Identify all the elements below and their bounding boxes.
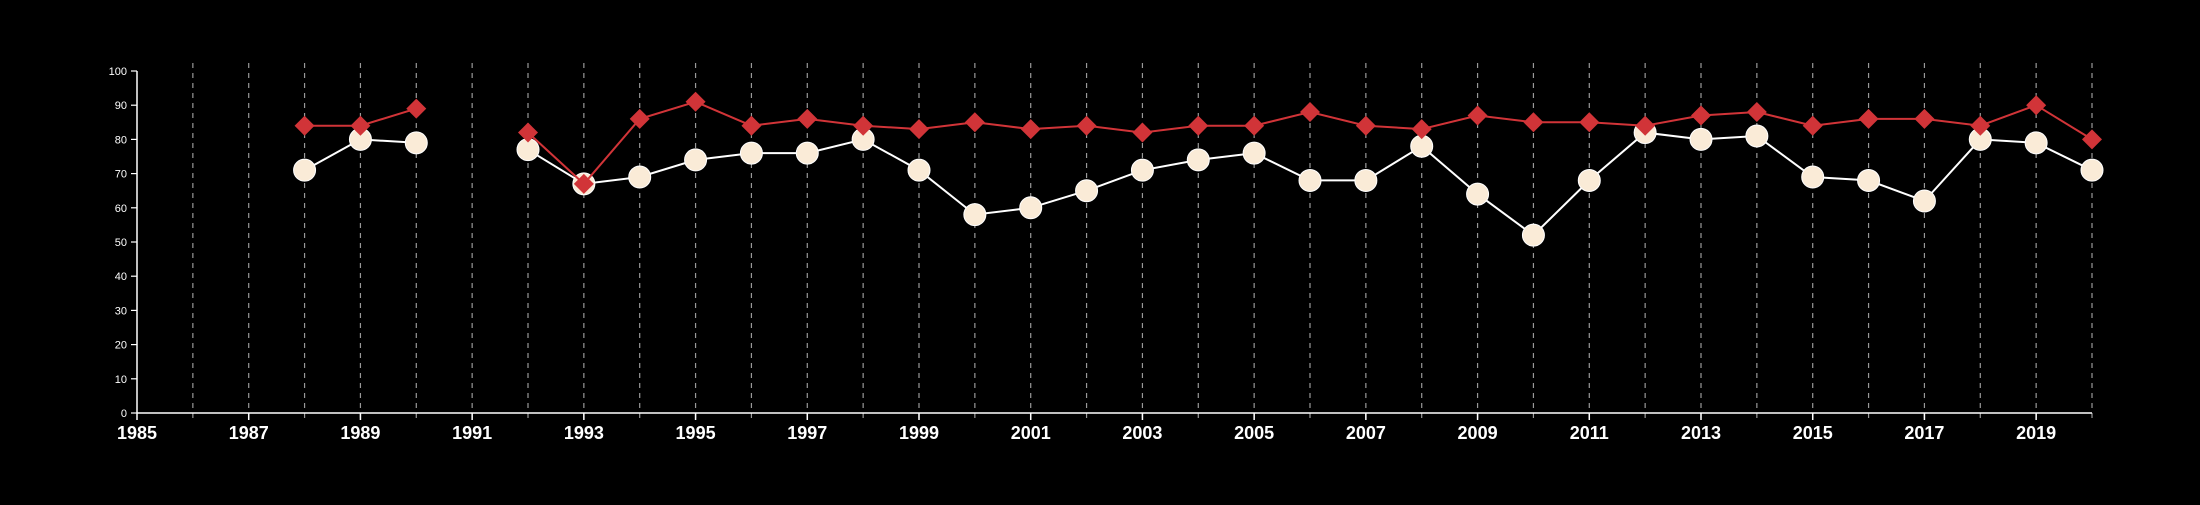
series-2-point-2001 [1019,196,1043,220]
series-2-point-2020 [2080,158,2104,182]
series-1-point-2004 [1188,115,1209,136]
series-2 [293,121,2104,247]
y-tick-label-0: 0 [121,408,127,420]
y-tick-label-30: 30 [115,305,127,317]
x-tick-label-1995: 1995 [676,423,716,443]
series-1-point-2017 [1914,108,1935,129]
series-2-point-2007 [1354,168,1378,192]
series-1-point-2007 [1355,115,1376,136]
series-1-point-1993 [573,173,594,194]
series-1-point-2005 [1244,115,1265,136]
series-2-point-2009 [1466,182,1490,206]
series-2-point-2014 [1745,124,1769,148]
series-2-point-2011 [1577,168,1601,192]
y-tick-label-60: 60 [115,203,127,215]
series-1-point-1994 [629,108,650,129]
x-tick-label-2001: 2001 [1011,423,1051,443]
series-2-point-2005 [1242,141,1266,165]
y-tick-label-70: 70 [115,169,127,181]
y-tick-label-10: 10 [115,374,127,386]
series-2-point-1996 [739,141,763,165]
series-1-point-1996 [741,115,762,136]
series-1-point-2001 [1020,119,1041,140]
series-2-point-1994 [628,165,652,189]
series-2-point-2019 [2024,131,2048,155]
series-1-point-2016 [1858,108,1879,129]
series-2-point-2016 [1857,168,1881,192]
series-2-point-1995 [684,148,708,172]
y-tick-label-90: 90 [115,100,127,112]
y-tick-label-100: 100 [109,66,127,78]
series-1-point-2000 [964,112,985,133]
x-tick-label-2015: 2015 [1793,423,1833,443]
series-2-point-2002 [1075,179,1099,203]
series-1-point-1995 [685,91,706,112]
series-1-point-2002 [1076,115,1097,136]
series-1-point-2015 [1802,115,1823,136]
y-tick-label-40: 40 [115,271,127,283]
series-1-point-1989 [350,115,371,136]
series-1-point-2010 [1523,112,1544,133]
series-2-point-2006 [1298,168,1322,192]
x-tick-label-2007: 2007 [1346,423,1386,443]
x-tick-label-1997: 1997 [787,423,827,443]
series-2-point-1990 [404,131,428,155]
series-1-point-2019 [2026,95,2047,116]
series-1-point-2018 [1970,115,1991,136]
series-1-point-1998 [853,115,874,136]
series-2-point-2010 [1521,223,1545,247]
series-1-point-1997 [797,108,818,129]
x-tick-label-1991: 1991 [452,423,492,443]
data-series [293,91,2104,247]
x-tick-label-2005: 2005 [1234,423,1274,443]
x-tick-label-2003: 2003 [1122,423,1162,443]
x-tick-label-1985: 1985 [117,423,157,443]
series-2-point-2017 [1912,189,1936,213]
x-tick-label-2019: 2019 [2016,423,2056,443]
series-1-point-2020 [2082,129,2102,150]
x-tick-label-2009: 2009 [1458,423,1498,443]
x-tick-label-2017: 2017 [1904,423,1944,443]
x-tick-label-1987: 1987 [229,423,269,443]
series-1-point-2008 [1411,119,1432,140]
series-2-point-2015 [1801,165,1825,189]
series-1-point-1990 [406,98,427,119]
series-2-point-2013 [1689,127,1713,151]
x-tick-label-1999: 1999 [899,423,939,443]
series-1-point-1988 [294,115,315,136]
y-tick-label-50: 50 [115,237,127,249]
series-1-point-2006 [1300,102,1320,123]
series-1-point-2013 [1691,105,1711,126]
series-2-point-2004 [1186,148,1210,172]
series-2-point-2000 [963,203,987,227]
series-1-point-2012 [1635,115,1656,136]
x-tick-label-2013: 2013 [1681,423,1721,443]
x-tick-label-2011: 2011 [1570,423,1609,443]
x-tick-label-1989: 1989 [340,423,380,443]
series-1-point-2003 [1132,122,1153,143]
y-tick-label-80: 80 [115,134,127,146]
x-tick-label-1993: 1993 [564,423,604,443]
series-2-point-2003 [1130,158,1154,182]
series-1-point-2009 [1467,105,1488,126]
series-1-point-2014 [1746,102,1767,123]
series-2-point-1988 [293,158,317,182]
series-1-point-2011 [1579,112,1600,133]
series-1-point-1999 [909,119,929,140]
y-tick-label-20: 20 [115,340,127,352]
axes: 0 10 20 30 40 50 60 70 80 90 100 1985 1987 1989 1991 19… [109,66,2092,443]
series-2-point-1997 [795,141,819,165]
series-1 [294,91,2102,194]
series-1-point-1992 [518,122,538,143]
series-2-point-1999 [907,158,931,182]
